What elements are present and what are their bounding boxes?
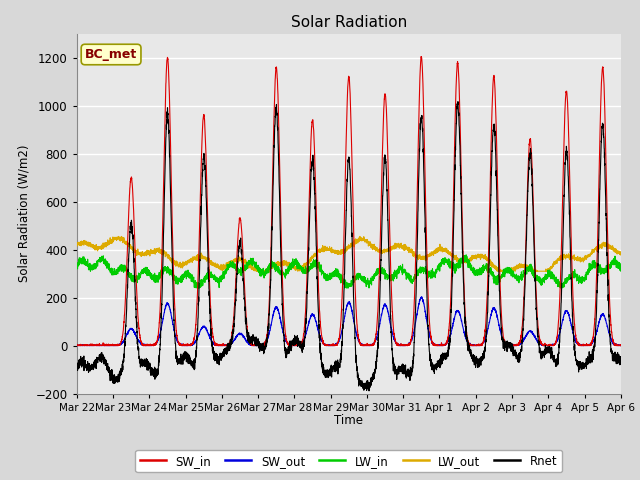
Y-axis label: Solar Radiation (W/m2): Solar Radiation (W/m2)	[17, 145, 30, 282]
Text: BC_met: BC_met	[85, 48, 137, 61]
Legend: SW_in, SW_out, LW_in, LW_out, Rnet: SW_in, SW_out, LW_in, LW_out, Rnet	[136, 450, 562, 472]
X-axis label: Time: Time	[334, 414, 364, 427]
Title: Solar Radiation: Solar Radiation	[291, 15, 407, 30]
